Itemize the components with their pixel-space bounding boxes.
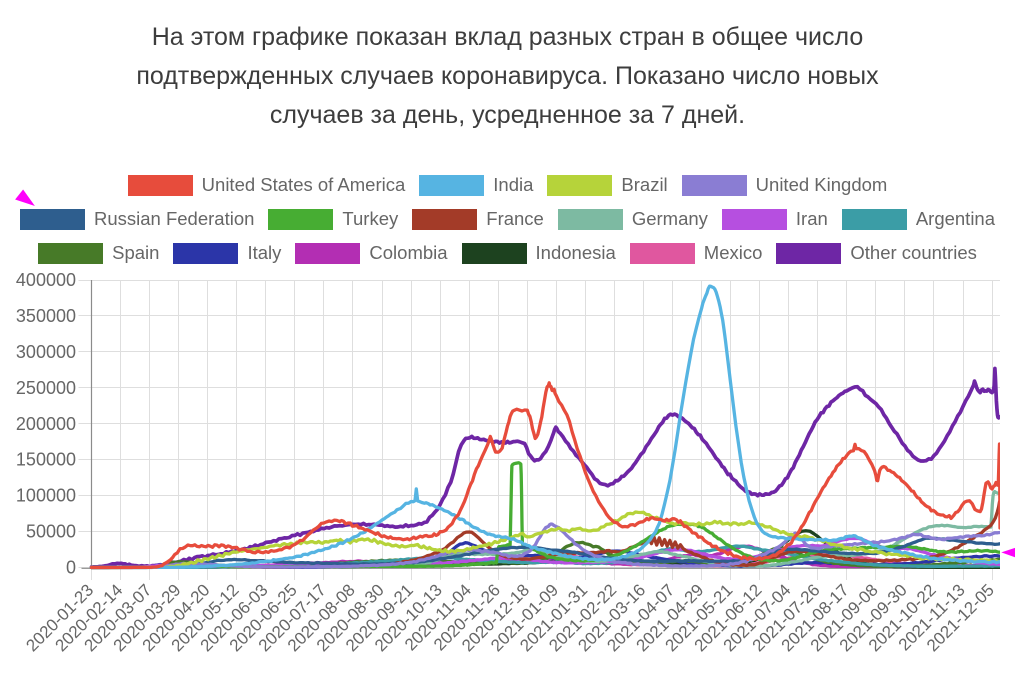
svg-text:200000: 200000 <box>16 414 76 434</box>
svg-text:400000: 400000 <box>16 270 76 290</box>
svg-text:300000: 300000 <box>16 342 76 362</box>
svg-text:0: 0 <box>66 558 76 578</box>
svg-text:150000: 150000 <box>16 450 76 470</box>
svg-text:250000: 250000 <box>16 378 76 398</box>
svg-text:50000: 50000 <box>26 522 76 542</box>
svg-text:100000: 100000 <box>16 486 76 506</box>
svg-text:350000: 350000 <box>16 306 76 326</box>
